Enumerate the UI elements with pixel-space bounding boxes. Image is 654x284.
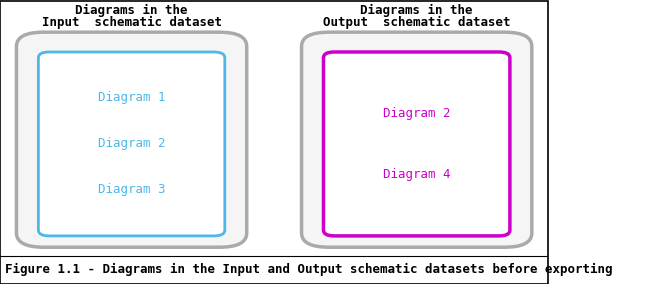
- Text: Figure 1.1 - Diagrams in the Input and Output schematic datasets before exportin: Figure 1.1 - Diagrams in the Input and O…: [5, 263, 613, 276]
- Text: Diagram 1: Diagram 1: [98, 91, 165, 105]
- Text: Diagram 2: Diagram 2: [98, 137, 165, 151]
- FancyBboxPatch shape: [301, 32, 532, 247]
- FancyBboxPatch shape: [324, 52, 510, 236]
- Text: Diagrams in the: Diagrams in the: [75, 3, 188, 16]
- Text: Input  schematic dataset: Input schematic dataset: [42, 16, 222, 29]
- Text: Diagram 2: Diagram 2: [383, 107, 451, 120]
- FancyBboxPatch shape: [16, 32, 247, 247]
- Text: Output  schematic dataset: Output schematic dataset: [323, 16, 510, 29]
- FancyBboxPatch shape: [39, 52, 225, 236]
- Text: Diagram 4: Diagram 4: [383, 168, 451, 181]
- Text: Diagram 3: Diagram 3: [98, 183, 165, 197]
- Text: Diagrams in the: Diagrams in the: [360, 3, 473, 16]
